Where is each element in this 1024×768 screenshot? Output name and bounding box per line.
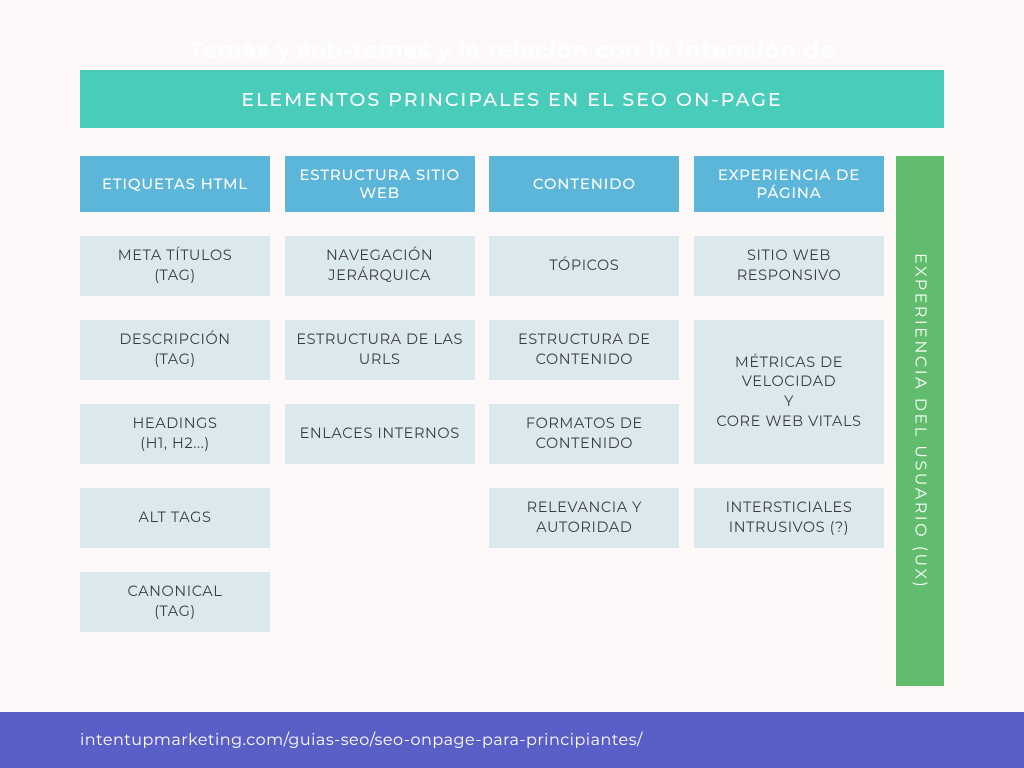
cell: ESTRUCTURA DE LAS URLS xyxy=(285,320,475,380)
footer-url: intentupmarketing.com/guias-seo/seo-onpa… xyxy=(80,731,643,750)
cell: ENLACES INTERNOS xyxy=(285,404,475,464)
column-header: ETIQUETAS HTML xyxy=(80,156,270,212)
page-title: Temas y sub-temas y la relación con la i… xyxy=(0,36,1024,64)
column-header: ESTRUCTURA SITIO WEB xyxy=(285,156,475,212)
cell: ALT TAGS xyxy=(80,488,270,548)
column-3: EXPERIENCIA DE PÁGINA SITIO WEB RESPONSIV… xyxy=(694,156,884,632)
cell: META TÍTULOS (TAG) xyxy=(80,236,270,296)
cell: ESTRUCTURA DE CONTENIDO xyxy=(489,320,679,380)
columns-container: ETIQUETAS HTML META TÍTULOS (TAG) DESCRIPC… xyxy=(80,156,884,632)
cell: FORMATOS DE CONTENIDO xyxy=(489,404,679,464)
main-banner: ELEMENTOS PRINCIPALES EN EL SEO ON-PAGE xyxy=(80,70,944,128)
cell: INTERSTICIALES INTRUSIVOS (?) xyxy=(694,488,884,548)
cell: HEADINGS (H1, H2...) xyxy=(80,404,270,464)
column-2: CONTENIDO TÓPICOS ESTRUCTURA DE CONTENIDO F… xyxy=(489,156,679,632)
cell: DESCRIPCIÓN (TAG) xyxy=(80,320,270,380)
cell: CANONICAL (TAG) xyxy=(80,572,270,632)
cell: TÓPICOS xyxy=(489,236,679,296)
cell: MÉTRICAS DE VELOCIDAD Y CORE WEB VITALS xyxy=(694,320,884,464)
cell: SITIO WEB RESPONSIVO xyxy=(694,236,884,296)
vertical-ux-label: EXPERIENCIA DEL USUARIO (UX) xyxy=(911,253,930,589)
column-1: ESTRUCTURA SITIO WEB NAVEGACIÓN JERÁRQUIC… xyxy=(285,156,475,632)
footer-bar: intentupmarketing.com/guias-seo/seo-onpa… xyxy=(0,712,1024,768)
column-header: CONTENIDO xyxy=(489,156,679,212)
column-0: ETIQUETAS HTML META TÍTULOS (TAG) DESCRIPC… xyxy=(80,156,270,632)
cell: NAVEGACIÓN JERÁRQUICA xyxy=(285,236,475,296)
vertical-ux-bar: EXPERIENCIA DEL USUARIO (UX) xyxy=(896,156,944,686)
cell: RELEVANCIA Y AUTORIDAD xyxy=(489,488,679,548)
column-header: EXPERIENCIA DE PÁGINA xyxy=(694,156,884,212)
